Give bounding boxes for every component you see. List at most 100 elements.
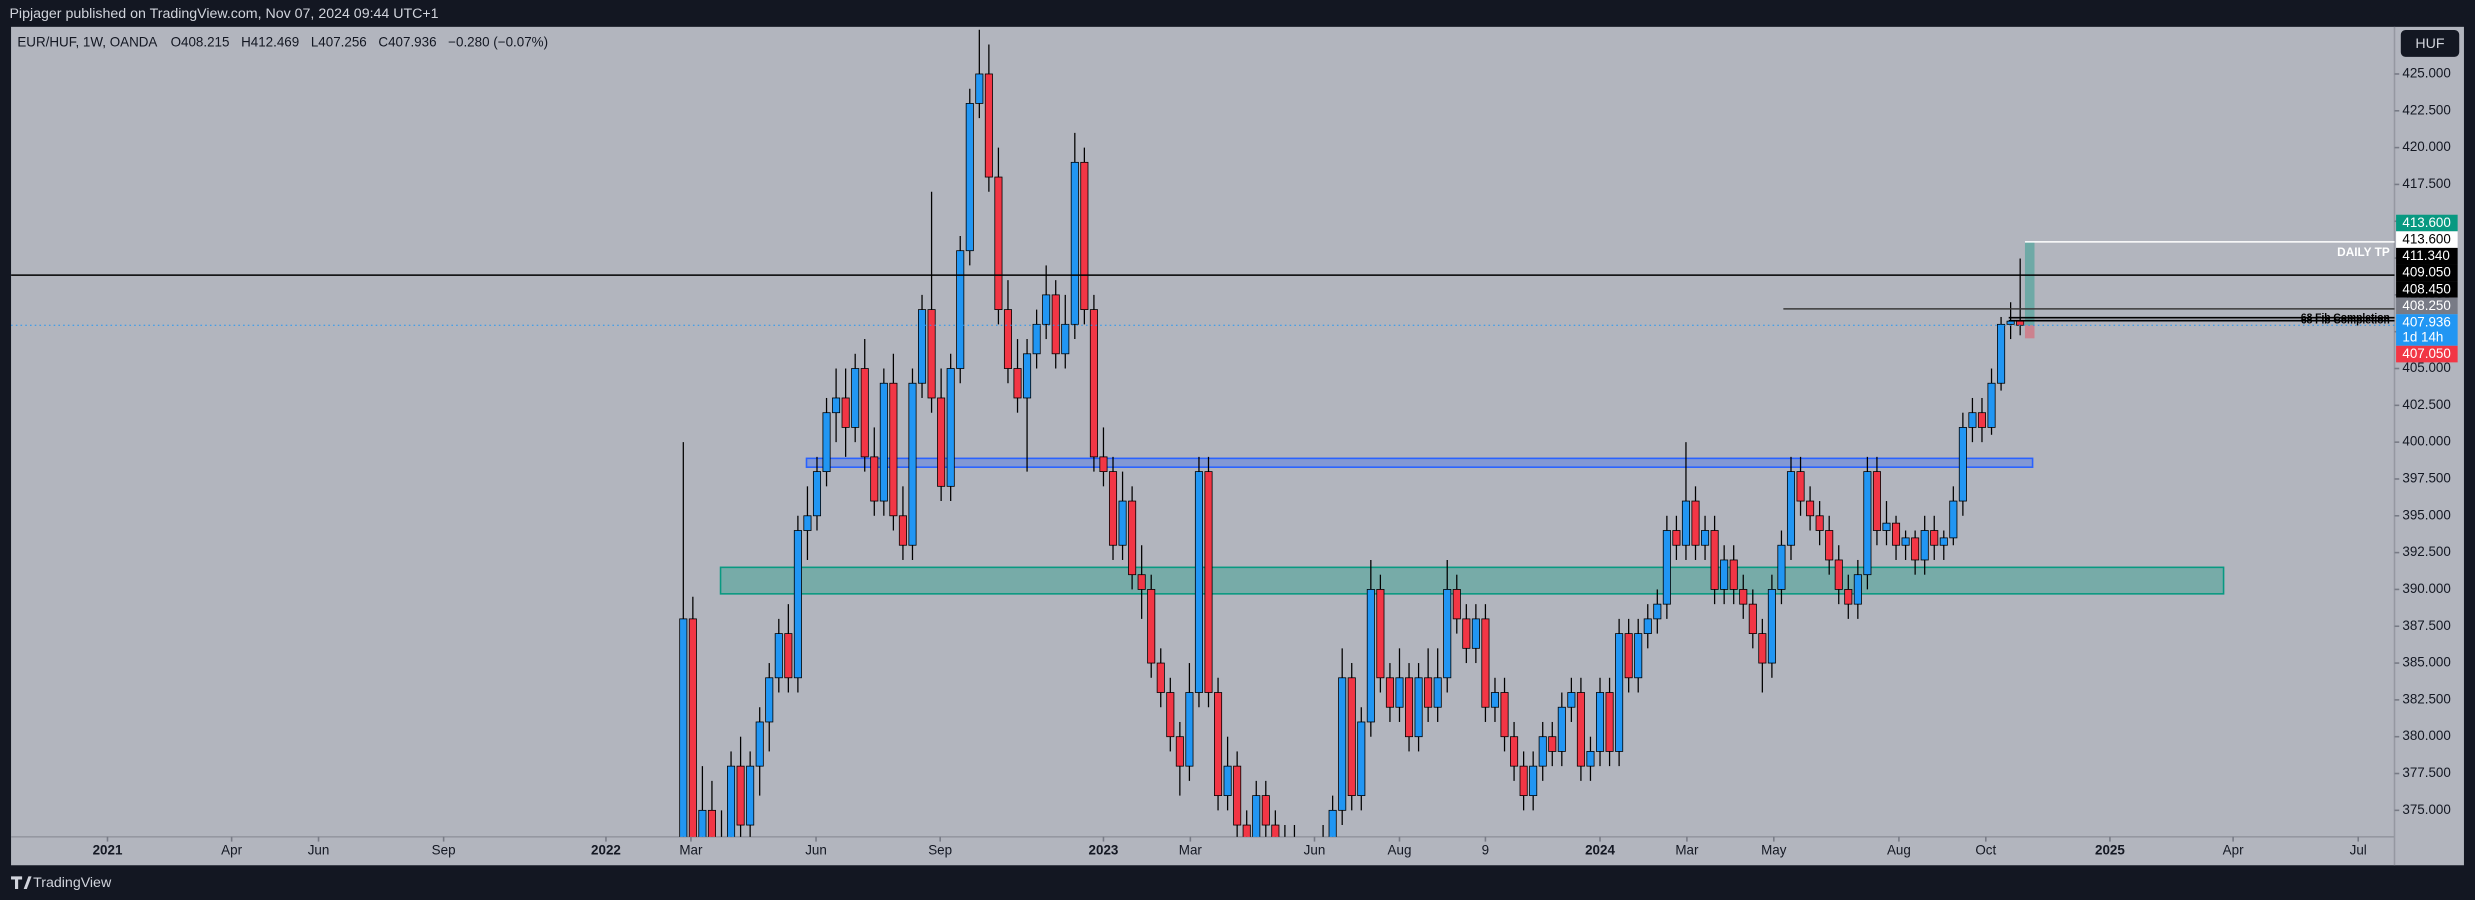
candle-body xyxy=(1099,456,1108,473)
candle-body xyxy=(803,515,812,531)
x-tick-label: 2024 xyxy=(1585,843,1615,858)
candle-body xyxy=(908,382,917,546)
candle-body xyxy=(1385,677,1394,708)
symbol-legend: EUR/HUF, 1W, OANDA O408.215 H412.469 L40… xyxy=(17,34,548,49)
candle-body xyxy=(1261,795,1270,826)
candle-body xyxy=(1557,706,1566,752)
candle-body xyxy=(707,809,716,837)
candle-body xyxy=(784,633,793,679)
candle-body xyxy=(1595,692,1605,752)
position-target xyxy=(2024,241,2035,326)
y-tick-label: 395.000 xyxy=(2402,507,2450,522)
x-tick-label: Oct xyxy=(1975,843,1996,858)
x-tick-label: 2022 xyxy=(591,843,621,858)
candle-body xyxy=(1032,323,1041,355)
x-tick-label: Jun xyxy=(805,843,827,858)
candle-body xyxy=(1405,677,1414,738)
low-label: L407.256 xyxy=(311,34,367,49)
candle-body xyxy=(1758,633,1767,664)
x-tick-label: 2021 xyxy=(93,843,123,858)
candle-body xyxy=(1481,618,1490,708)
close-label: C407.936 xyxy=(378,34,436,49)
price-label: 411.340 xyxy=(2402,248,2449,263)
candle-body xyxy=(918,309,927,384)
candle-body xyxy=(1949,500,1958,539)
candle-body xyxy=(1872,471,1881,531)
line-label: DAILY TP xyxy=(2337,245,2390,259)
candle-body xyxy=(793,530,802,679)
candle-body xyxy=(1357,721,1366,797)
price-label: 413.600 xyxy=(2402,232,2450,247)
candle-body xyxy=(1395,677,1404,708)
candle-body xyxy=(1767,589,1776,664)
candle-body xyxy=(1892,522,1901,546)
line-label: -68 Fib Completion xyxy=(2298,315,2390,326)
candle-body xyxy=(1930,530,1939,546)
candle-body xyxy=(889,382,898,517)
candle-body xyxy=(1328,809,1337,837)
candle-body xyxy=(1624,633,1633,679)
plot-area xyxy=(11,26,2395,866)
candle-body xyxy=(1729,559,1738,590)
candle-body xyxy=(1137,574,1146,590)
price-label-bg xyxy=(2396,345,2458,363)
candle-body xyxy=(1701,530,1710,546)
candle-body xyxy=(1347,677,1356,797)
candle-body xyxy=(1490,692,1499,708)
price-label: 407.050 xyxy=(2402,346,2450,361)
candle-body xyxy=(984,73,993,178)
candle-body xyxy=(1013,368,1022,399)
price-label-bg xyxy=(2396,297,2458,315)
zone xyxy=(805,457,2034,468)
candle-body xyxy=(1806,500,1815,517)
candle-body xyxy=(1128,500,1137,576)
candle-body xyxy=(841,397,850,428)
candle-body xyxy=(1777,544,1786,590)
candle-body xyxy=(1786,471,1796,546)
candle-body xyxy=(1681,500,1690,546)
candle-body xyxy=(1252,795,1261,837)
y-tick-label: 422.500 xyxy=(2402,102,2450,117)
candle-body xyxy=(1061,323,1070,355)
candle-body xyxy=(1548,736,1557,752)
candle-body xyxy=(898,515,907,546)
candle-body xyxy=(679,618,688,837)
candle-body xyxy=(1147,589,1156,664)
candle-body xyxy=(1720,559,1729,590)
candle-body xyxy=(860,368,869,458)
candle-body xyxy=(956,250,965,369)
candle-body xyxy=(1643,618,1652,635)
candle-body xyxy=(1414,677,1423,738)
candle-body xyxy=(851,368,860,428)
countdown-label: 1d 14h xyxy=(2402,329,2443,344)
change-label: −0.280 (−0.07%) xyxy=(448,34,548,49)
candle-body xyxy=(1538,736,1547,767)
currency-button[interactable] xyxy=(2400,30,2460,57)
candle-body xyxy=(975,73,984,104)
candle-body xyxy=(1204,471,1213,693)
candle-body xyxy=(1118,500,1127,546)
candle-body xyxy=(1166,692,1175,738)
candle-body xyxy=(1376,589,1385,679)
candle-body xyxy=(1452,589,1461,620)
candle-body xyxy=(1223,765,1232,797)
x-tick-label: Jul xyxy=(2350,843,2367,858)
x-tick-label: Sep xyxy=(928,843,952,858)
x-tick-label: Jun xyxy=(1304,843,1326,858)
candle-body xyxy=(1662,530,1671,605)
candle-body xyxy=(1108,471,1118,546)
candle-body xyxy=(1672,530,1681,546)
x-tick-label: Sep xyxy=(432,843,456,858)
x-tick-label: Aug xyxy=(1887,843,1911,858)
price-label-bg xyxy=(2396,231,2458,248)
x-tick-label: Apr xyxy=(2223,843,2244,858)
candle-body xyxy=(2016,320,2025,326)
currency[interactable]: HUF xyxy=(2415,36,2444,52)
candle-body xyxy=(1462,618,1471,649)
candle-body xyxy=(1185,692,1194,767)
candle-body xyxy=(965,103,974,252)
x-tick-label: Mar xyxy=(1179,843,1203,858)
price-label: 408.450 xyxy=(2402,281,2450,296)
candle-body xyxy=(1844,589,1853,605)
